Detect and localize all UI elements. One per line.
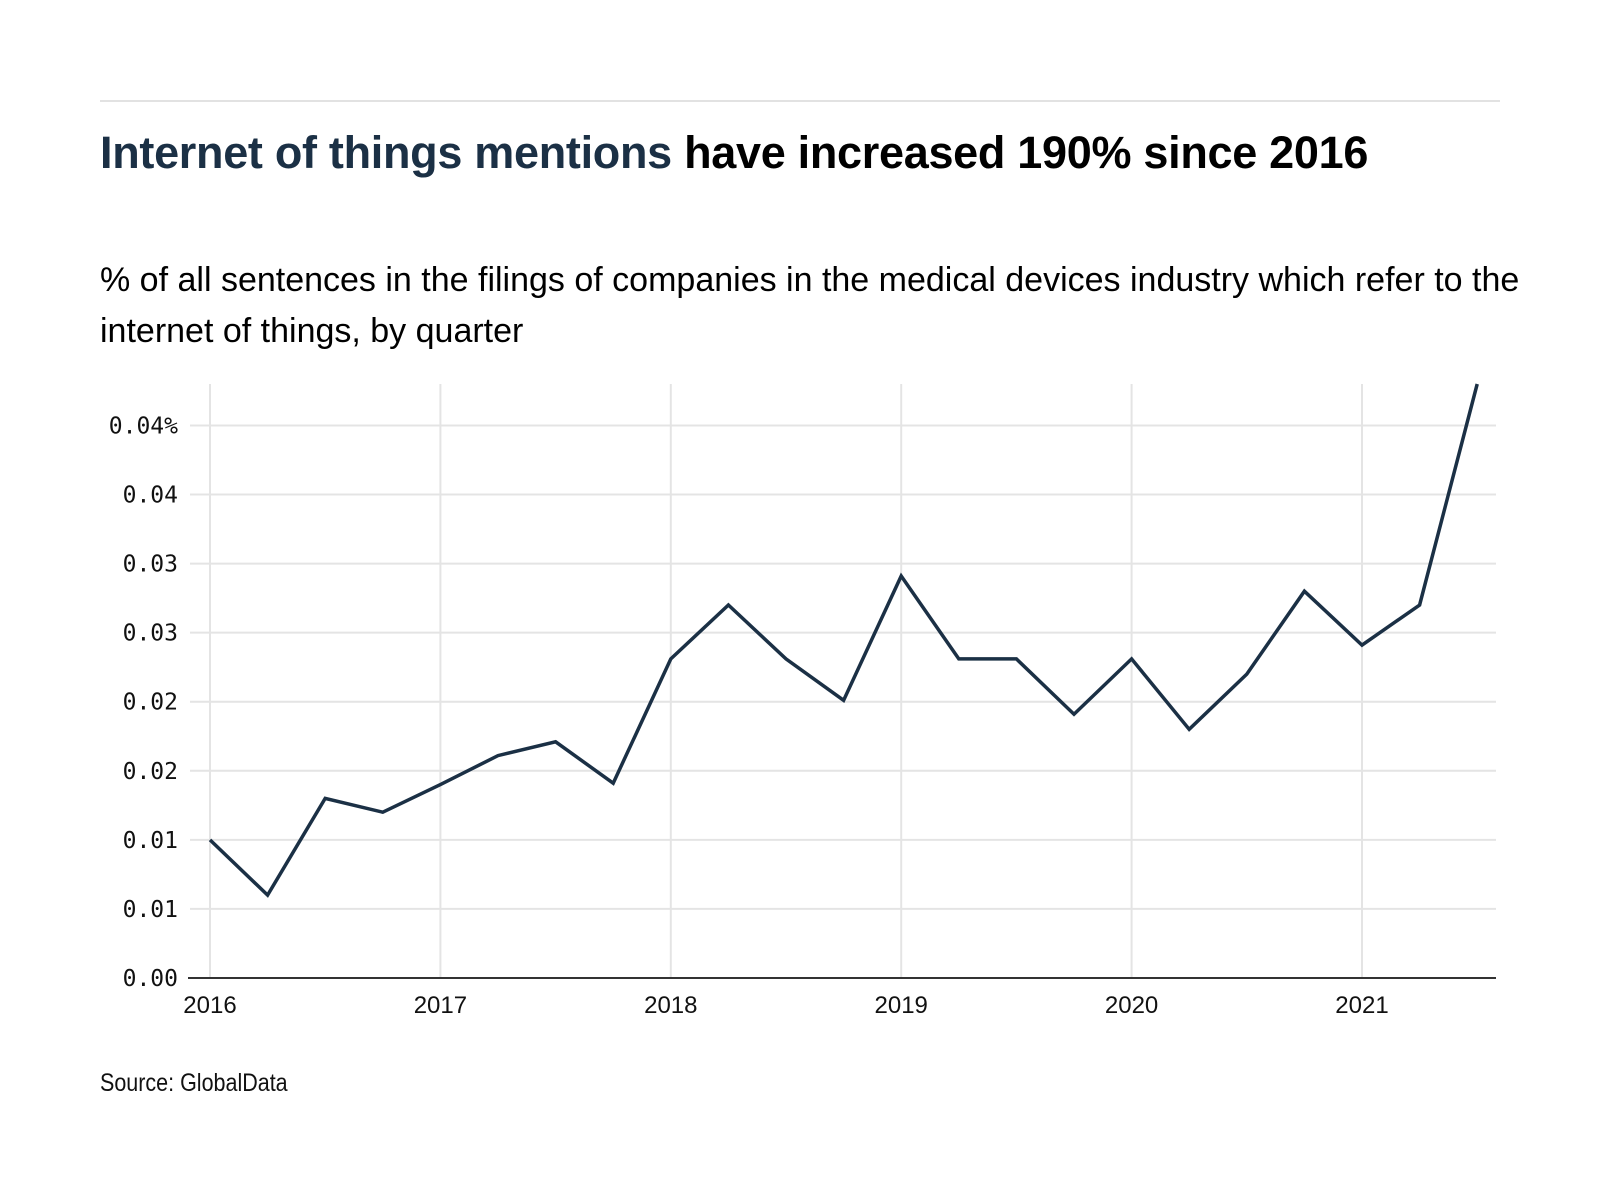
data-point-2016Q4	[381, 810, 385, 814]
data-point-2019Q2	[957, 657, 961, 661]
y-tick-label: 0.00	[123, 966, 178, 992]
y-tick-label: 0.01	[123, 828, 178, 854]
data-point-2020Q4	[1302, 589, 1306, 593]
y-tick-label: 0.03	[123, 552, 178, 578]
x-tick-label: 2018	[644, 992, 697, 1019]
source-note: Source: GlobalData	[100, 1069, 288, 1097]
data-point-2021Q1	[1360, 643, 1364, 647]
data-point-2017Q1	[438, 783, 442, 787]
y-tick-label: 0.02	[123, 759, 178, 785]
data-points	[208, 382, 1479, 897]
data-point-2018Q4	[842, 698, 846, 702]
data-point-2018Q1	[669, 657, 673, 661]
x-tick-label: 2017	[414, 992, 467, 1019]
chart-title: Internet of things mentions have increas…	[100, 124, 1520, 181]
data-point-2020Q2	[1187, 727, 1191, 731]
data-point-2019Q4	[1072, 712, 1076, 716]
x-tick-label: 2016	[183, 992, 236, 1019]
y-axis-labels: 0.00 0.01 0.01 0.02 0.02 0.03 0.03 0.04 0.04%	[109, 413, 178, 992]
series-line	[208, 383, 1479, 898]
x-tick-label: 2021	[1335, 992, 1388, 1019]
title-rest: have increased 190% since 2016	[671, 127, 1369, 178]
x-gridlines	[209, 384, 1363, 978]
data-point-2016Q3	[323, 796, 327, 800]
data-point-2020Q3	[1245, 672, 1249, 676]
data-point-2017Q4	[611, 781, 615, 785]
data-point-2016Q2	[266, 893, 270, 897]
y-tick-label: 0.03	[123, 621, 178, 647]
data-point-2019Q1	[899, 574, 903, 578]
data-point-2016Q1	[208, 838, 212, 842]
x-axis-labels: 2016 2017 2018 2019 2020 2021	[183, 992, 1388, 1019]
data-point-2017Q2	[496, 754, 500, 758]
data-point-2018Q2	[726, 603, 730, 607]
y-tick-label: 0.04%	[109, 413, 178, 439]
top-divider	[100, 100, 1500, 102]
data-point-2020Q1	[1130, 657, 1134, 661]
data-point-2019Q3	[1014, 657, 1018, 661]
data-point-2018Q3	[784, 657, 788, 661]
data-point-2021Q2	[1418, 603, 1422, 607]
y-tick-label: 0.04	[123, 483, 178, 509]
x-tick-label: 2019	[875, 992, 928, 1019]
y-tick-label: 0.01	[123, 897, 178, 923]
data-point-2017Q3	[554, 740, 558, 744]
chart-subtitle: % of all sentences in the filings of com…	[100, 261, 1520, 350]
y-tick-label: 0.02	[123, 690, 178, 716]
x-tick-label: 2020	[1105, 992, 1158, 1019]
data-point-2021Q3	[1475, 382, 1479, 386]
y-gridlines	[190, 424, 1496, 910]
title-highlight: Internet of things mentions	[100, 127, 672, 178]
